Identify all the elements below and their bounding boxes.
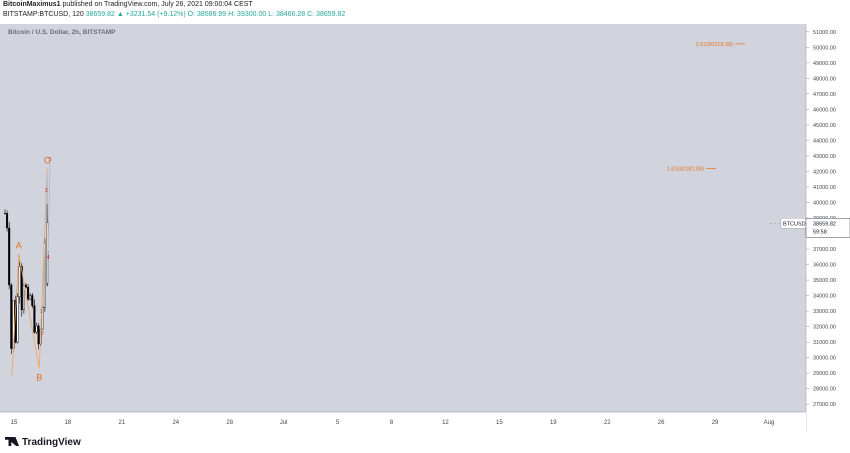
candle-body — [33, 305, 36, 333]
candles-series — [3, 209, 46, 354]
wave-label-b: B — [36, 373, 42, 383]
y-tick-label: 47000.00 — [813, 92, 836, 98]
chart-footer: TradingView — [0, 432, 850, 453]
symbol-tag: BTCUSD — [783, 221, 806, 227]
author-name[interactable]: BitcoinMaximus1 — [3, 1, 61, 8]
y-tick-label: 44000.00 — [813, 138, 836, 144]
candle-body — [46, 222, 49, 284]
tradingview-logo[interactable]: TradingView — [5, 437, 81, 448]
x-tick-label: 12 — [442, 420, 449, 426]
symbol-label: BITSTAMP:BTCUSD, 120 — [3, 11, 84, 18]
y-tick-label: 31000.00 — [813, 340, 836, 346]
candle-body — [16, 296, 19, 343]
candle-body — [6, 213, 9, 229]
ohlc-values: 38659.82 ▲ +3231.54 (+9.12%) O: 38586.99… — [85, 11, 346, 18]
x-tick-label: Aug — [764, 420, 775, 426]
projection-line — [47, 159, 51, 251]
symbol-line: BITSTAMP:BTCUSD, 120 38659.82 ▲ +3231.54… — [3, 11, 345, 18]
y-tick-label: 35000.00 — [813, 278, 836, 284]
candle-body — [24, 284, 27, 288]
y-tick-label: 40000.00 — [813, 200, 836, 206]
y-tick-label: 37000.00 — [813, 247, 836, 253]
x-tick-label: 5 — [336, 420, 340, 426]
chart-title: Bitcoin / U.S. Dollar, 2h, BITSTAMP — [8, 29, 116, 36]
y-tick-label: 41000.00 — [813, 185, 836, 191]
price-chart[interactable]: Bitcoin / U.S. Dollar, 2h, BITSTAMP 27000… — [0, 24, 850, 432]
time-scale — [0, 412, 806, 432]
current-price-value: 38659.82 — [813, 221, 836, 227]
tradingview-logo-icon — [5, 437, 19, 446]
fib-level-label: 2.61(50218.38) — [696, 42, 733, 48]
subwave-label-3: 3 — [45, 188, 48, 194]
publish-line: BitcoinMaximus1 published on TradingView… — [3, 1, 253, 8]
candle-body — [10, 284, 13, 349]
y-tick-label: 46000.00 — [813, 107, 836, 113]
x-tick-label: 15 — [496, 420, 503, 426]
x-tick-label: 26 — [658, 420, 665, 426]
y-tick-label: 30000.00 — [813, 356, 836, 362]
y-tick-label: 42000.00 — [813, 169, 836, 175]
y-tick-label: 51000.00 — [813, 30, 836, 36]
subwave-label-4: 4 — [47, 255, 50, 261]
y-tick-label: 49000.00 — [813, 61, 836, 67]
chart-header: BitcoinMaximus1 published on TradingView… — [0, 0, 850, 24]
candle-body — [27, 287, 30, 300]
y-tick-label: 29000.00 — [813, 371, 836, 377]
x-tick-label: 28 — [226, 420, 233, 426]
x-tick-label: 15 — [11, 420, 18, 426]
y-tick-label: 36000.00 — [813, 263, 836, 269]
subwave-label-2: 2 — [41, 331, 44, 337]
x-tick-label: 18 — [65, 420, 72, 426]
chart-area[interactable]: Bitcoin / U.S. Dollar, 2h, BITSTAMP 27000… — [0, 24, 850, 432]
y-tick-label: 28000.00 — [813, 387, 836, 393]
wave-line — [18, 253, 40, 369]
candle-body — [41, 306, 44, 330]
candle-body — [31, 295, 34, 306]
y-tick-label: 34000.00 — [813, 294, 836, 300]
wave-label-a: A — [16, 241, 22, 251]
tradingview-brand: TradingView — [22, 437, 81, 448]
x-tick-label: Jul — [280, 420, 288, 426]
y-tick-label: 43000.00 — [813, 154, 836, 160]
subwave-label-1: 1 — [40, 309, 43, 315]
x-tick-label: 29 — [712, 420, 719, 426]
candle-body — [8, 227, 11, 286]
candle-body — [37, 325, 40, 345]
x-tick-label: 22 — [604, 420, 611, 426]
x-tick-label: 24 — [172, 420, 179, 426]
candle-body — [18, 266, 21, 297]
bar-countdown: 59:58 — [813, 229, 827, 235]
x-tick-label: 19 — [550, 420, 557, 426]
y-tick-label: 45000.00 — [813, 123, 836, 129]
candle-body — [22, 284, 25, 311]
projection-line — [44, 199, 47, 223]
y-tick-label: 33000.00 — [813, 309, 836, 315]
x-tick-label: 21 — [119, 420, 126, 426]
candle-body — [35, 325, 38, 333]
publish-info: published on TradingView.com, July 26, 2… — [62, 1, 253, 8]
candle-body — [3, 213, 6, 215]
candle-body — [43, 242, 46, 308]
wave-line — [11, 253, 20, 377]
y-tick-label: 27000.00 — [813, 402, 836, 408]
x-tick-label: 8 — [390, 420, 394, 426]
y-tick-label: 32000.00 — [813, 325, 836, 331]
y-tick-label: 48000.00 — [813, 76, 836, 82]
candle-body — [20, 266, 23, 311]
candle-body — [29, 295, 32, 300]
wave-label-c: C — [44, 155, 51, 165]
y-tick-label: 50000.00 — [813, 45, 836, 51]
subwave-label-5: 5 — [49, 157, 52, 163]
projection-line — [46, 172, 49, 251]
price-tag-box — [805, 218, 850, 238]
fib-level-label: 1.61(42181.08) — [667, 167, 704, 173]
